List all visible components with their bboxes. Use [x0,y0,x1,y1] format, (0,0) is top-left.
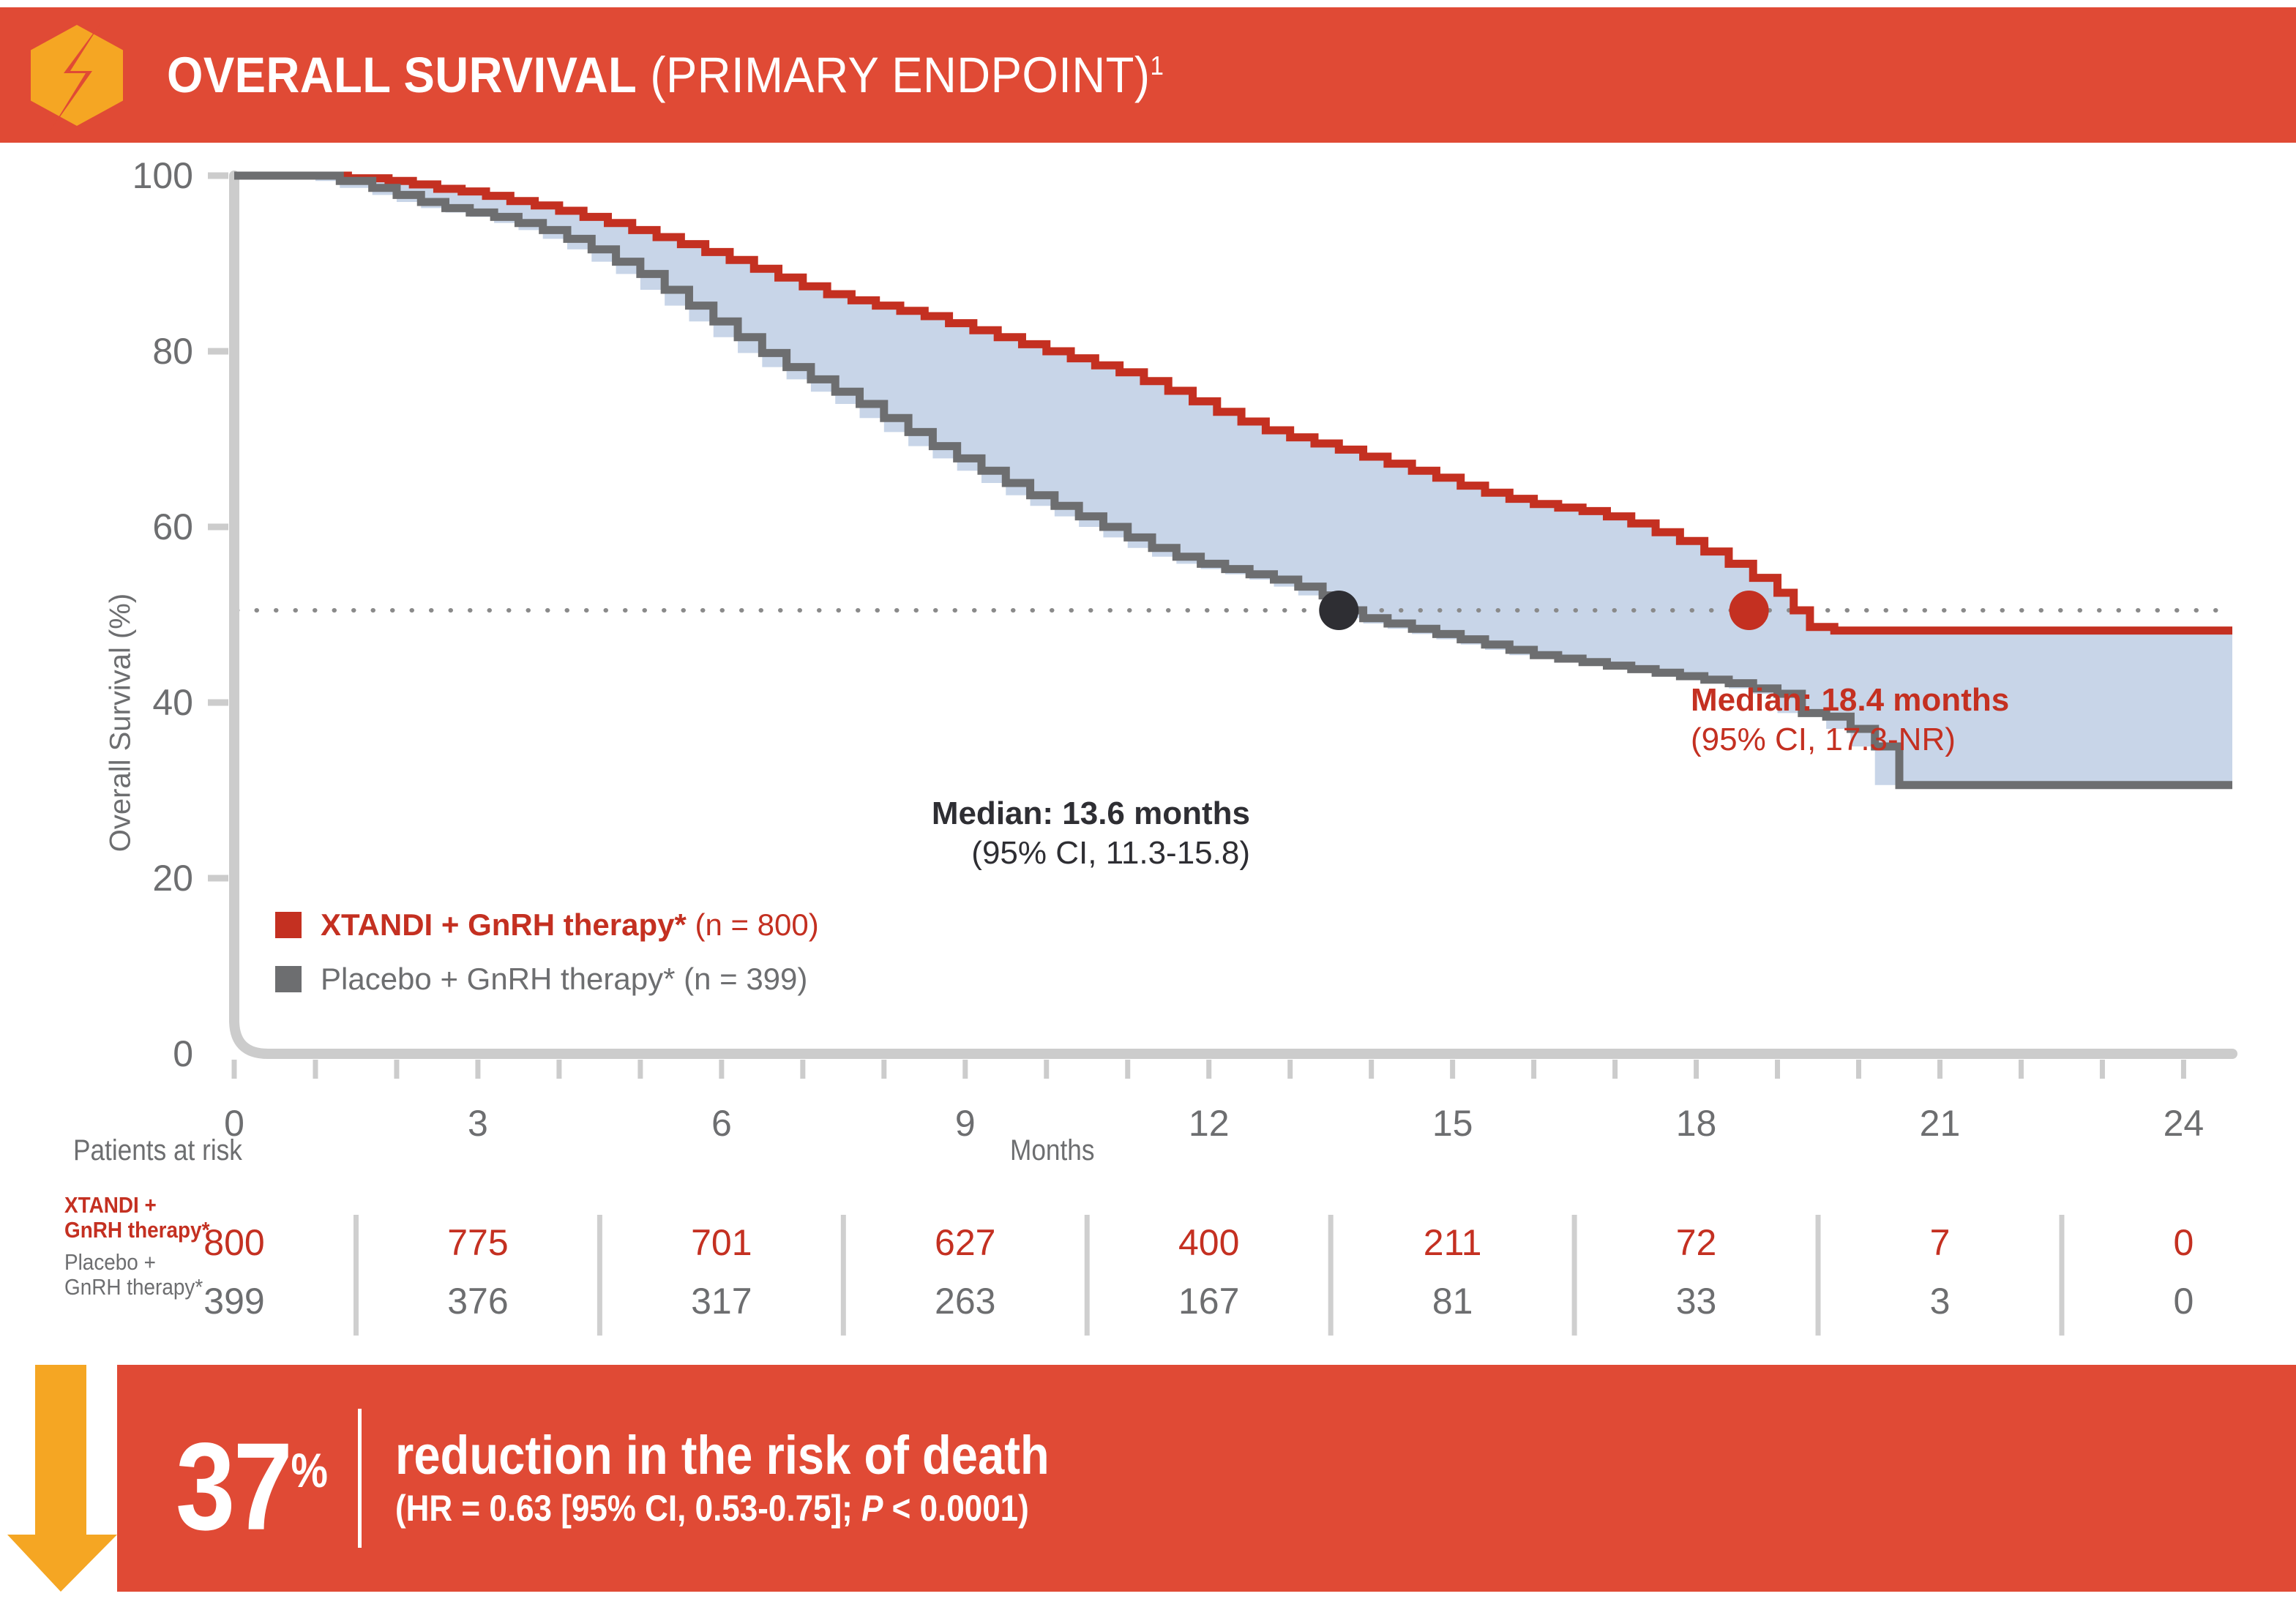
svg-text:3: 3 [1930,1281,1951,1322]
footer-headline: reduction in the risk of death [394,1425,1050,1486]
footer-banner: 37% reduction in the risk of death (HR =… [0,1365,2296,1592]
svg-text:775: 775 [447,1222,508,1263]
risk-row-label-xtandi-line1: XTANDI + [64,1192,157,1218]
legend-item-placebo: Placebo + GnRH therapy* (n = 399) [275,962,819,997]
legend-label-xtandi: XTANDI + GnRH therapy* (n = 800) [321,907,819,943]
legend-item-xtandi: XTANDI + GnRH therapy* (n = 800) [275,907,819,943]
page-title-superscript: 1 [1150,50,1164,80]
svg-text:81: 81 [1432,1281,1473,1322]
annotation-median-placebo: Median: 13.6 months (95% CI, 11.3-15.8) [913,794,1250,873]
svg-text:400: 400 [1178,1222,1239,1263]
x-axis-title: Months [1010,1134,1095,1167]
svg-text:0: 0 [224,1103,244,1144]
risk-row-label-placebo-line1: Placebo + [64,1249,156,1275]
footer-statistics: (HR = 0.63 [95% CI, 0.53-0.75]; P < 0.00… [395,1486,1050,1531]
svg-text:0: 0 [2174,1222,2194,1263]
svg-text:21: 21 [1920,1103,1961,1144]
svg-text:399: 399 [203,1281,264,1322]
svg-text:24: 24 [2164,1103,2205,1144]
annotation-median-xtandi: Median: 18.4 months (95% CI, 17.3-NR) [1691,681,2009,760]
svg-text:100: 100 [132,155,193,196]
legend-swatch-xtandi [275,912,302,938]
risk-row-label-xtandi: XTANDI + GnRH therapy* [64,1193,242,1243]
svg-text:627: 627 [935,1222,995,1263]
lightning-bolt-hexagon-icon [22,20,132,130]
svg-text:0: 0 [173,1033,193,1074]
svg-text:18: 18 [1676,1103,1717,1144]
annotation-median-xtandi-line1: Median: 18.4 months [1691,682,2010,718]
risk-table-row-labels: XTANDI + GnRH therapy* Placebo + GnRH th… [64,1193,262,1300]
y-axis-title: Overall Survival (%) [104,593,137,853]
footer-big-number: 37% [176,1415,328,1549]
footer-text: reduction in the risk of death (HR = 0.6… [395,1426,1139,1531]
legend-label-xtandi-count: (n = 800) [686,907,819,942]
svg-text:167: 167 [1178,1281,1239,1322]
risk-table-values: 800 775 701 627 400 211 72 7 0 399 376 317 263 167 81 3… [203,1215,2194,1336]
risk-row-label-placebo: Placebo + GnRH therapy* [64,1250,242,1300]
legend-label-xtandi-bold: XTANDI + GnRH therapy* [321,907,687,942]
svg-text:72: 72 [1676,1222,1717,1263]
svg-text:6: 6 [711,1103,732,1144]
page-title: OVERALL SURVIVAL (PRIMARY ENDPOINT)1 [167,46,1164,104]
footer-stat-pre: (HR = 0.63 [95% CI, 0.53-0.75]; [394,1488,861,1529]
page-title-strong: OVERALL SURVIVAL [167,47,637,103]
footer-divider [357,1409,362,1548]
annotation-median-xtandi-line2: (95% CI, 17.3-NR) [1691,722,1956,757]
footer-content: 37% reduction in the risk of death (HR =… [176,1365,1138,1592]
svg-text:15: 15 [1432,1103,1473,1144]
kaplan-meier-plot: 0 20 40 60 80 100 0 3 6 9 12 15 18 21 24 [132,155,2237,1144]
svg-text:701: 701 [691,1222,752,1263]
chart-legend: XTANDI + GnRH therapy* (n = 800) Placebo… [275,907,819,1016]
footer-big-number-percent: % [291,1442,327,1497]
svg-text:3: 3 [468,1103,488,1144]
legend-label-placebo-name: Placebo + GnRH therapy* [321,962,676,996]
footer-stat-post: < 0.0001) [883,1488,1029,1529]
svg-text:33: 33 [1676,1281,1717,1322]
annotation-median-placebo-line2: (95% CI, 11.3-15.8) [971,835,1250,871]
down-arrow-icon [7,1365,117,1592]
risk-table-caption: Patients at risk [73,1134,242,1167]
svg-text:60: 60 [152,506,193,547]
header-banner: OVERALL SURVIVAL (PRIMARY ENDPOINT)1 [0,7,2296,143]
svg-text:800: 800 [203,1222,264,1263]
page-title-light: (PRIMARY ENDPOINT) [637,47,1151,103]
svg-text:9: 9 [955,1103,976,1144]
survival-chart: 0 20 40 60 80 100 0 3 6 9 12 15 18 21 24 Overall Survi… [0,143,2296,1358]
svg-text:7: 7 [1930,1222,1951,1263]
footer-big-number-value: 37 [176,1417,293,1557]
footer-banner-background [117,1365,2296,1592]
svg-text:263: 263 [935,1281,995,1322]
patients-at-risk-table: Patients at risk Months XTANDI + GnRH th… [0,1112,2296,1361]
svg-text:12: 12 [1189,1103,1230,1144]
svg-text:0: 0 [2174,1281,2194,1322]
svg-text:211: 211 [1424,1222,1482,1263]
svg-text:40: 40 [152,682,193,723]
svg-text:317: 317 [691,1281,752,1322]
svg-text:20: 20 [152,858,193,899]
risk-row-label-xtandi-line2: GnRH therapy* [64,1217,210,1243]
legend-label-placebo-count: (n = 399) [675,962,808,996]
footer-stat-pvalue-symbol: P [861,1488,883,1529]
svg-text:80: 80 [152,331,193,372]
legend-swatch-placebo [275,966,302,992]
legend-label-placebo: Placebo + GnRH therapy* (n = 399) [321,962,807,997]
annotation-median-placebo-line1: Median: 13.6 months [931,795,1250,831]
risk-row-label-placebo-line2: GnRH therapy* [64,1274,203,1300]
svg-text:376: 376 [447,1281,508,1322]
